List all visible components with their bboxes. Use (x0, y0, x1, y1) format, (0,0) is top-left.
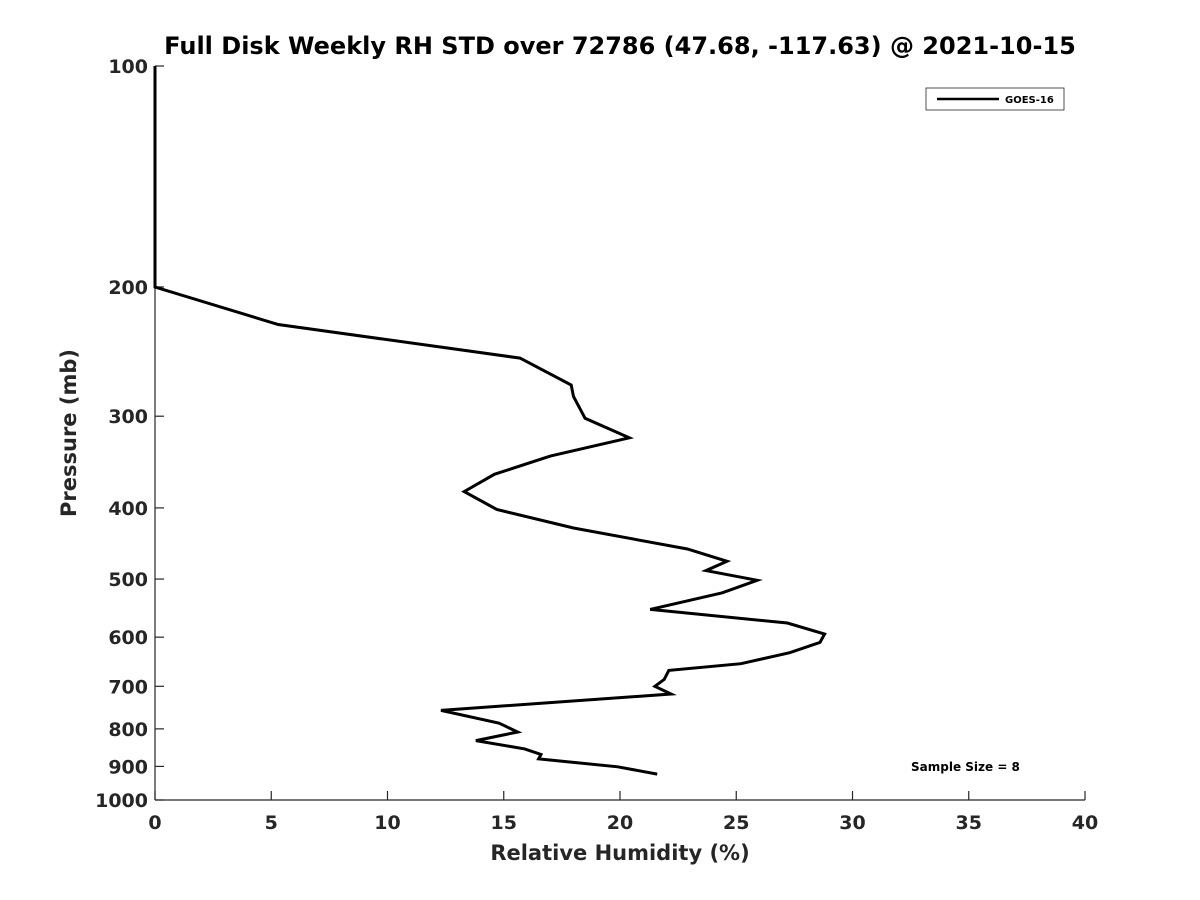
x-tick-label: 0 (148, 812, 161, 834)
x-tick-label: 20 (607, 812, 633, 834)
x-tick-group: 0 5 10 15 20 25 30 35 40 (148, 791, 1098, 834)
x-tick-label: 40 (1072, 812, 1098, 834)
legend: GOES-16 (925, 87, 1065, 111)
y-tick-label: 200 (108, 277, 148, 299)
series-line-0 (153, 66, 827, 776)
x-axis-label: Relative Humidity (%) (490, 841, 749, 865)
y-tick-group: 100 200 300 400 500 600 700 800 900 1000 (95, 56, 164, 812)
x-tick-label: 5 (265, 812, 278, 834)
y-tick-label: 1000 (95, 790, 148, 812)
legend-entry-goes-16: GOES-16 (1005, 95, 1054, 106)
series-group (153, 66, 827, 776)
y-tick-label: 300 (108, 406, 148, 428)
y-tick-label: 700 (108, 676, 148, 698)
y-tick-label: 100 (108, 56, 148, 78)
y-tick-label: 800 (108, 719, 148, 741)
x-tick-label: 35 (956, 812, 982, 834)
chart-title: Full Disk Weekly RH STD over 72786 (47.6… (164, 32, 1076, 60)
x-tick-label: 25 (723, 812, 749, 834)
y-tick-label: 600 (108, 627, 148, 649)
x-tick-label: 15 (491, 812, 517, 834)
y-tick-label: 400 (108, 498, 148, 520)
y-tick-label: 500 (108, 569, 148, 591)
sample-size-annotation: Sample Size = 8 (911, 760, 1020, 774)
x-tick-label: 10 (374, 812, 400, 834)
y-axis-label: Pressure (mb) (57, 349, 81, 517)
x-tick-label: 30 (839, 812, 865, 834)
y-tick-label: 900 (108, 756, 148, 778)
